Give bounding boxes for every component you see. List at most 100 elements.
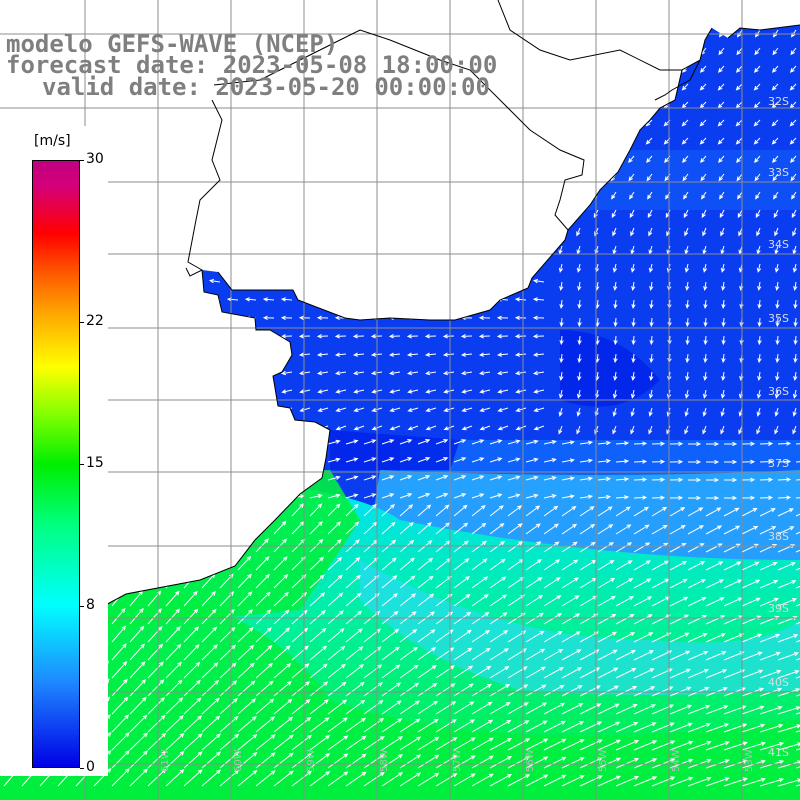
wind-arrow — [147, 714, 166, 733]
wind-arrow — [591, 101, 599, 109]
wind-arrow — [172, 315, 185, 321]
wind-arrow — [514, 278, 527, 284]
wind-arrow — [443, 223, 455, 229]
wind-arrow — [755, 209, 761, 219]
wind-arrow — [425, 425, 437, 431]
wind-arrow — [669, 441, 684, 447]
wind-arrow — [388, 297, 401, 302]
wind-arrow — [435, 457, 449, 463]
wind-arrow — [627, 83, 635, 91]
wind-arrow — [757, 281, 762, 292]
wind-arrow — [543, 595, 562, 607]
wind-arrow — [460, 278, 473, 284]
wind-arrow — [201, 537, 215, 553]
wind-speed-colorbar — [32, 160, 80, 768]
wind-arrow — [489, 475, 503, 481]
wind-arrow — [503, 3, 508, 12]
wind-arrow — [516, 168, 527, 175]
wind-arrow — [682, 155, 689, 163]
wind-arrow — [173, 205, 185, 211]
wind-arrow — [630, 227, 635, 237]
wind-arrow — [532, 297, 545, 302]
wind-arrow — [196, 25, 203, 31]
wind-arrow — [35, 3, 40, 12]
wind-arrow — [53, 3, 58, 12]
wind-arrow — [138, 149, 149, 157]
wind-arrow — [741, 579, 761, 589]
wind-arrow — [525, 612, 544, 625]
wind-arrow — [756, 425, 761, 435]
wind-arrow — [219, 751, 240, 769]
wind-arrow — [597, 739, 622, 751]
wind-arrow — [533, 223, 545, 229]
wind-arrow — [85, 112, 95, 121]
wind-arrow — [631, 353, 636, 364]
wind-arrow — [576, 12, 580, 19]
wind-arrow — [201, 590, 216, 607]
wind-arrow — [309, 493, 323, 499]
wind-arrow — [561, 577, 580, 589]
wind-arrow — [717, 137, 725, 145]
wind-arrow — [631, 299, 636, 310]
wind-arrow — [165, 519, 178, 535]
wind-arrow — [390, 186, 401, 193]
wind-arrow — [111, 495, 126, 501]
wind-arrow — [521, 3, 526, 12]
wind-arrow — [363, 664, 383, 679]
wind-arrow — [613, 299, 618, 310]
wind-arrow — [345, 574, 361, 589]
wind-arrow — [631, 371, 636, 382]
wind-arrow — [363, 646, 382, 661]
wind-arrow — [443, 407, 455, 412]
wind-arrow — [633, 776, 658, 787]
wind-arrow — [613, 281, 618, 292]
wind-arrow — [699, 119, 707, 127]
wind-arrow — [507, 720, 530, 733]
wind-arrow — [499, 112, 509, 121]
wind-arrow — [175, 131, 185, 139]
wind-arrow — [774, 425, 779, 435]
wind-arrow — [219, 537, 233, 553]
wind-arrow — [280, 370, 293, 376]
wind-arrow — [497, 205, 509, 211]
wind-arrow — [453, 457, 467, 463]
wind-arrow — [417, 557, 434, 571]
wind-arrow — [190, 334, 203, 339]
wind-arrow — [120, 168, 131, 175]
wind-arrow — [381, 504, 395, 517]
wind-arrow — [609, 119, 617, 127]
wind-arrow — [453, 719, 476, 733]
wind-arrow — [775, 353, 780, 364]
wind-arrow — [334, 352, 347, 357]
wind-arrow — [481, 131, 491, 139]
wind-arrow — [381, 664, 401, 679]
wind-arrow — [208, 334, 221, 339]
wind-arrow — [299, 260, 311, 265]
wind-arrow — [573, 101, 581, 109]
wind-arrow — [0, 25, 5, 31]
wind-arrow — [649, 281, 654, 292]
wind-arrow — [703, 299, 708, 310]
wind-arrow — [669, 525, 686, 535]
wind-arrow — [71, 3, 76, 12]
wind-arrow — [514, 370, 527, 376]
wind-arrow — [363, 457, 377, 463]
wind-arrow — [173, 425, 185, 431]
wind-arrow — [575, 191, 581, 200]
wind-arrow — [309, 610, 326, 625]
wind-arrow — [237, 591, 253, 607]
wind-arrow — [681, 119, 689, 127]
wind-arrow — [442, 278, 455, 284]
wind-arrow — [461, 242, 473, 247]
wind-arrow — [453, 665, 474, 679]
wind-arrow — [417, 647, 437, 661]
wind-arrow — [561, 739, 585, 751]
wind-arrow — [435, 737, 458, 751]
wind-arrow — [576, 425, 581, 435]
wind-arrow — [703, 281, 708, 292]
wind-arrow — [341, 3, 346, 12]
wind-arrow — [246, 168, 257, 175]
wind-arrow — [507, 756, 531, 769]
latitude-label: 33S — [768, 166, 789, 179]
wind-arrow — [406, 352, 419, 357]
